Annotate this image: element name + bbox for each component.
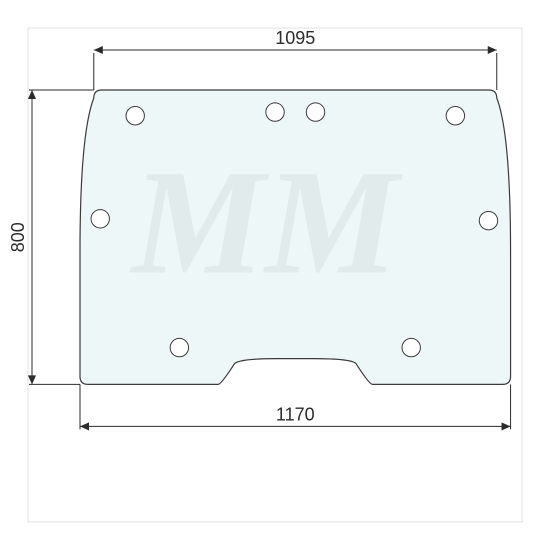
mounting-hole bbox=[266, 103, 284, 121]
technical-drawing: MM 1095 800 1170 bbox=[0, 0, 550, 550]
dim-arrow-icon bbox=[502, 422, 511, 430]
mounting-hole bbox=[479, 211, 497, 229]
drawing-canvas: MM 1095 800 1170 bbox=[0, 0, 550, 550]
dim-arrow-icon bbox=[28, 375, 36, 384]
mounting-hole bbox=[306, 103, 324, 121]
dim-height: 800 bbox=[8, 222, 28, 252]
mounting-hole bbox=[446, 107, 464, 125]
mounting-hole bbox=[126, 107, 144, 125]
watermark: MM bbox=[130, 140, 403, 306]
dim-arrow-icon bbox=[488, 46, 497, 54]
mounting-hole bbox=[170, 338, 188, 356]
dim-arrow-icon bbox=[80, 422, 89, 430]
dim-arrow-icon bbox=[94, 46, 103, 54]
dim-bottom-width: 1170 bbox=[276, 404, 315, 424]
mounting-hole bbox=[91, 210, 109, 228]
dim-arrow-icon bbox=[28, 90, 36, 99]
dim-top-width: 1095 bbox=[275, 28, 315, 48]
mounting-hole bbox=[402, 338, 420, 356]
